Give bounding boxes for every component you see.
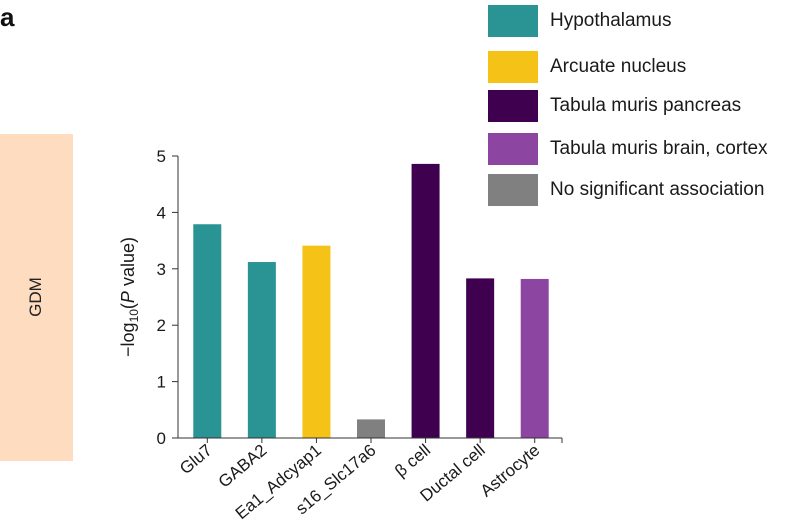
panel-letter: a <box>0 2 15 32</box>
bar <box>411 163 440 438</box>
x-tick-label: Astrocyte <box>477 441 543 501</box>
bar <box>302 245 331 438</box>
bar <box>247 262 276 438</box>
y-tick-label: 3 <box>157 260 166 279</box>
y-tick-label: 0 <box>157 429 166 448</box>
legend-swatch <box>488 133 538 165</box>
row-label-band <box>0 134 73 461</box>
legend-swatch <box>488 51 538 83</box>
legend-label: Hypothalamus <box>550 10 672 31</box>
legend-label: No significant association <box>550 179 765 200</box>
bar <box>193 224 222 438</box>
legend-item-hypothalamus: Hypothalamus <box>488 5 671 37</box>
legend-item-arcuate-nucleus: Arcuate nucleus <box>488 51 686 83</box>
y-tick-label: 2 <box>157 316 166 335</box>
y-tick-label: 4 <box>157 203 166 222</box>
legend-label: Arcuate nucleus <box>550 56 687 77</box>
legend-swatch <box>488 90 538 122</box>
legend-item-pancreas: Tabula muris pancreas <box>488 90 741 122</box>
legend-swatch <box>488 174 538 206</box>
x-tick-label: Glu7 <box>176 441 216 479</box>
y-tick-label: 1 <box>157 373 166 392</box>
legend-item-no-association: No significant association <box>488 174 764 206</box>
y-axis-label: −log10(P value) <box>118 237 141 357</box>
x-tick-label: β cell <box>391 441 434 481</box>
y-tick-label: 5 <box>157 147 166 166</box>
legend-label: Tabula muris pancreas <box>550 95 742 116</box>
bar <box>357 419 385 438</box>
bar <box>520 278 549 438</box>
legend-label: Tabula muris brain, cortex <box>550 138 768 159</box>
legend-swatch <box>488 5 538 37</box>
bar <box>466 278 495 438</box>
legend-item-cortex: Tabula muris brain, cortex <box>488 133 768 165</box>
